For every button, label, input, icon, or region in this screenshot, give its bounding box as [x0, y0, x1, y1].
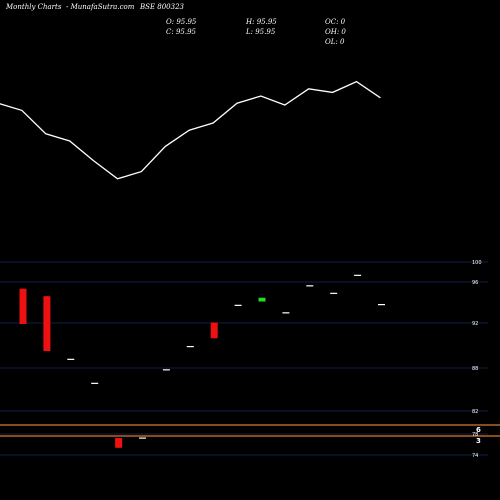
candle-13: [330, 292, 338, 294]
y-tick-label: 78: [472, 432, 478, 438]
candle-body: [210, 322, 218, 339]
candle-body: [234, 304, 242, 306]
candle-15: [378, 304, 385, 306]
candle-body: [162, 369, 170, 371]
candle-body: [115, 438, 123, 448]
candle-2: [67, 358, 75, 360]
candle-7: [186, 346, 194, 348]
candle-5: [139, 437, 146, 439]
y-tick-label: 96: [472, 280, 478, 286]
candle-4: [115, 438, 123, 448]
y-tick-label: 88: [472, 366, 478, 372]
candle-body: [91, 382, 99, 384]
close-value: C: 95.95: [166, 28, 197, 36]
candles: [19, 274, 385, 448]
candle-11: [282, 312, 290, 314]
band-label-1: 3: [476, 437, 481, 445]
price-line: [0, 80, 381, 180]
candle-body: [19, 288, 27, 324]
y-tick-label: 92: [472, 321, 478, 327]
candle-0: [19, 288, 27, 324]
grid-lines: [0, 261, 488, 456]
candle-body: [330, 292, 338, 294]
candle-3: [91, 382, 99, 384]
line-series: [0, 80, 381, 180]
y-tick-label: 82: [472, 409, 478, 415]
candle-body: [186, 346, 194, 348]
site-label: Monthly Charts: [5, 3, 62, 11]
candle-body: [306, 285, 314, 287]
candle-body: [282, 312, 290, 314]
open-value: O: 95.95: [166, 18, 197, 26]
ticker-label: BSE 800323: [139, 3, 185, 11]
source-label: - MunafaSutra.com: [66, 3, 135, 11]
candle-body: [43, 296, 51, 351]
candle-9: [234, 304, 242, 306]
candle-body: [67, 358, 75, 360]
high-value: H: 95.95: [245, 18, 277, 26]
oh-value: OH: 0: [325, 28, 346, 36]
candle-14: [354, 274, 362, 276]
candle-body: [139, 437, 146, 439]
candle-body: [378, 304, 385, 306]
price-bands: 63: [0, 424, 500, 445]
candle-12: [306, 285, 314, 287]
y-tick-label: 100: [472, 260, 482, 266]
band-label-0: 6: [476, 426, 481, 434]
candle-1: [43, 296, 51, 351]
oc-value: OC: 0: [325, 18, 346, 26]
candle-body: [354, 274, 362, 276]
candle-8: [210, 322, 218, 339]
candle-10: [258, 297, 266, 302]
ol-value: OL: 0: [325, 38, 345, 46]
candle-6: [162, 369, 170, 371]
low-value: L: 95.95: [245, 28, 276, 36]
y-tick-label: 74: [472, 453, 478, 459]
y-axis-ticks: 100 96 92 88 82 78 74: [472, 260, 482, 459]
candle-body: [258, 297, 266, 302]
